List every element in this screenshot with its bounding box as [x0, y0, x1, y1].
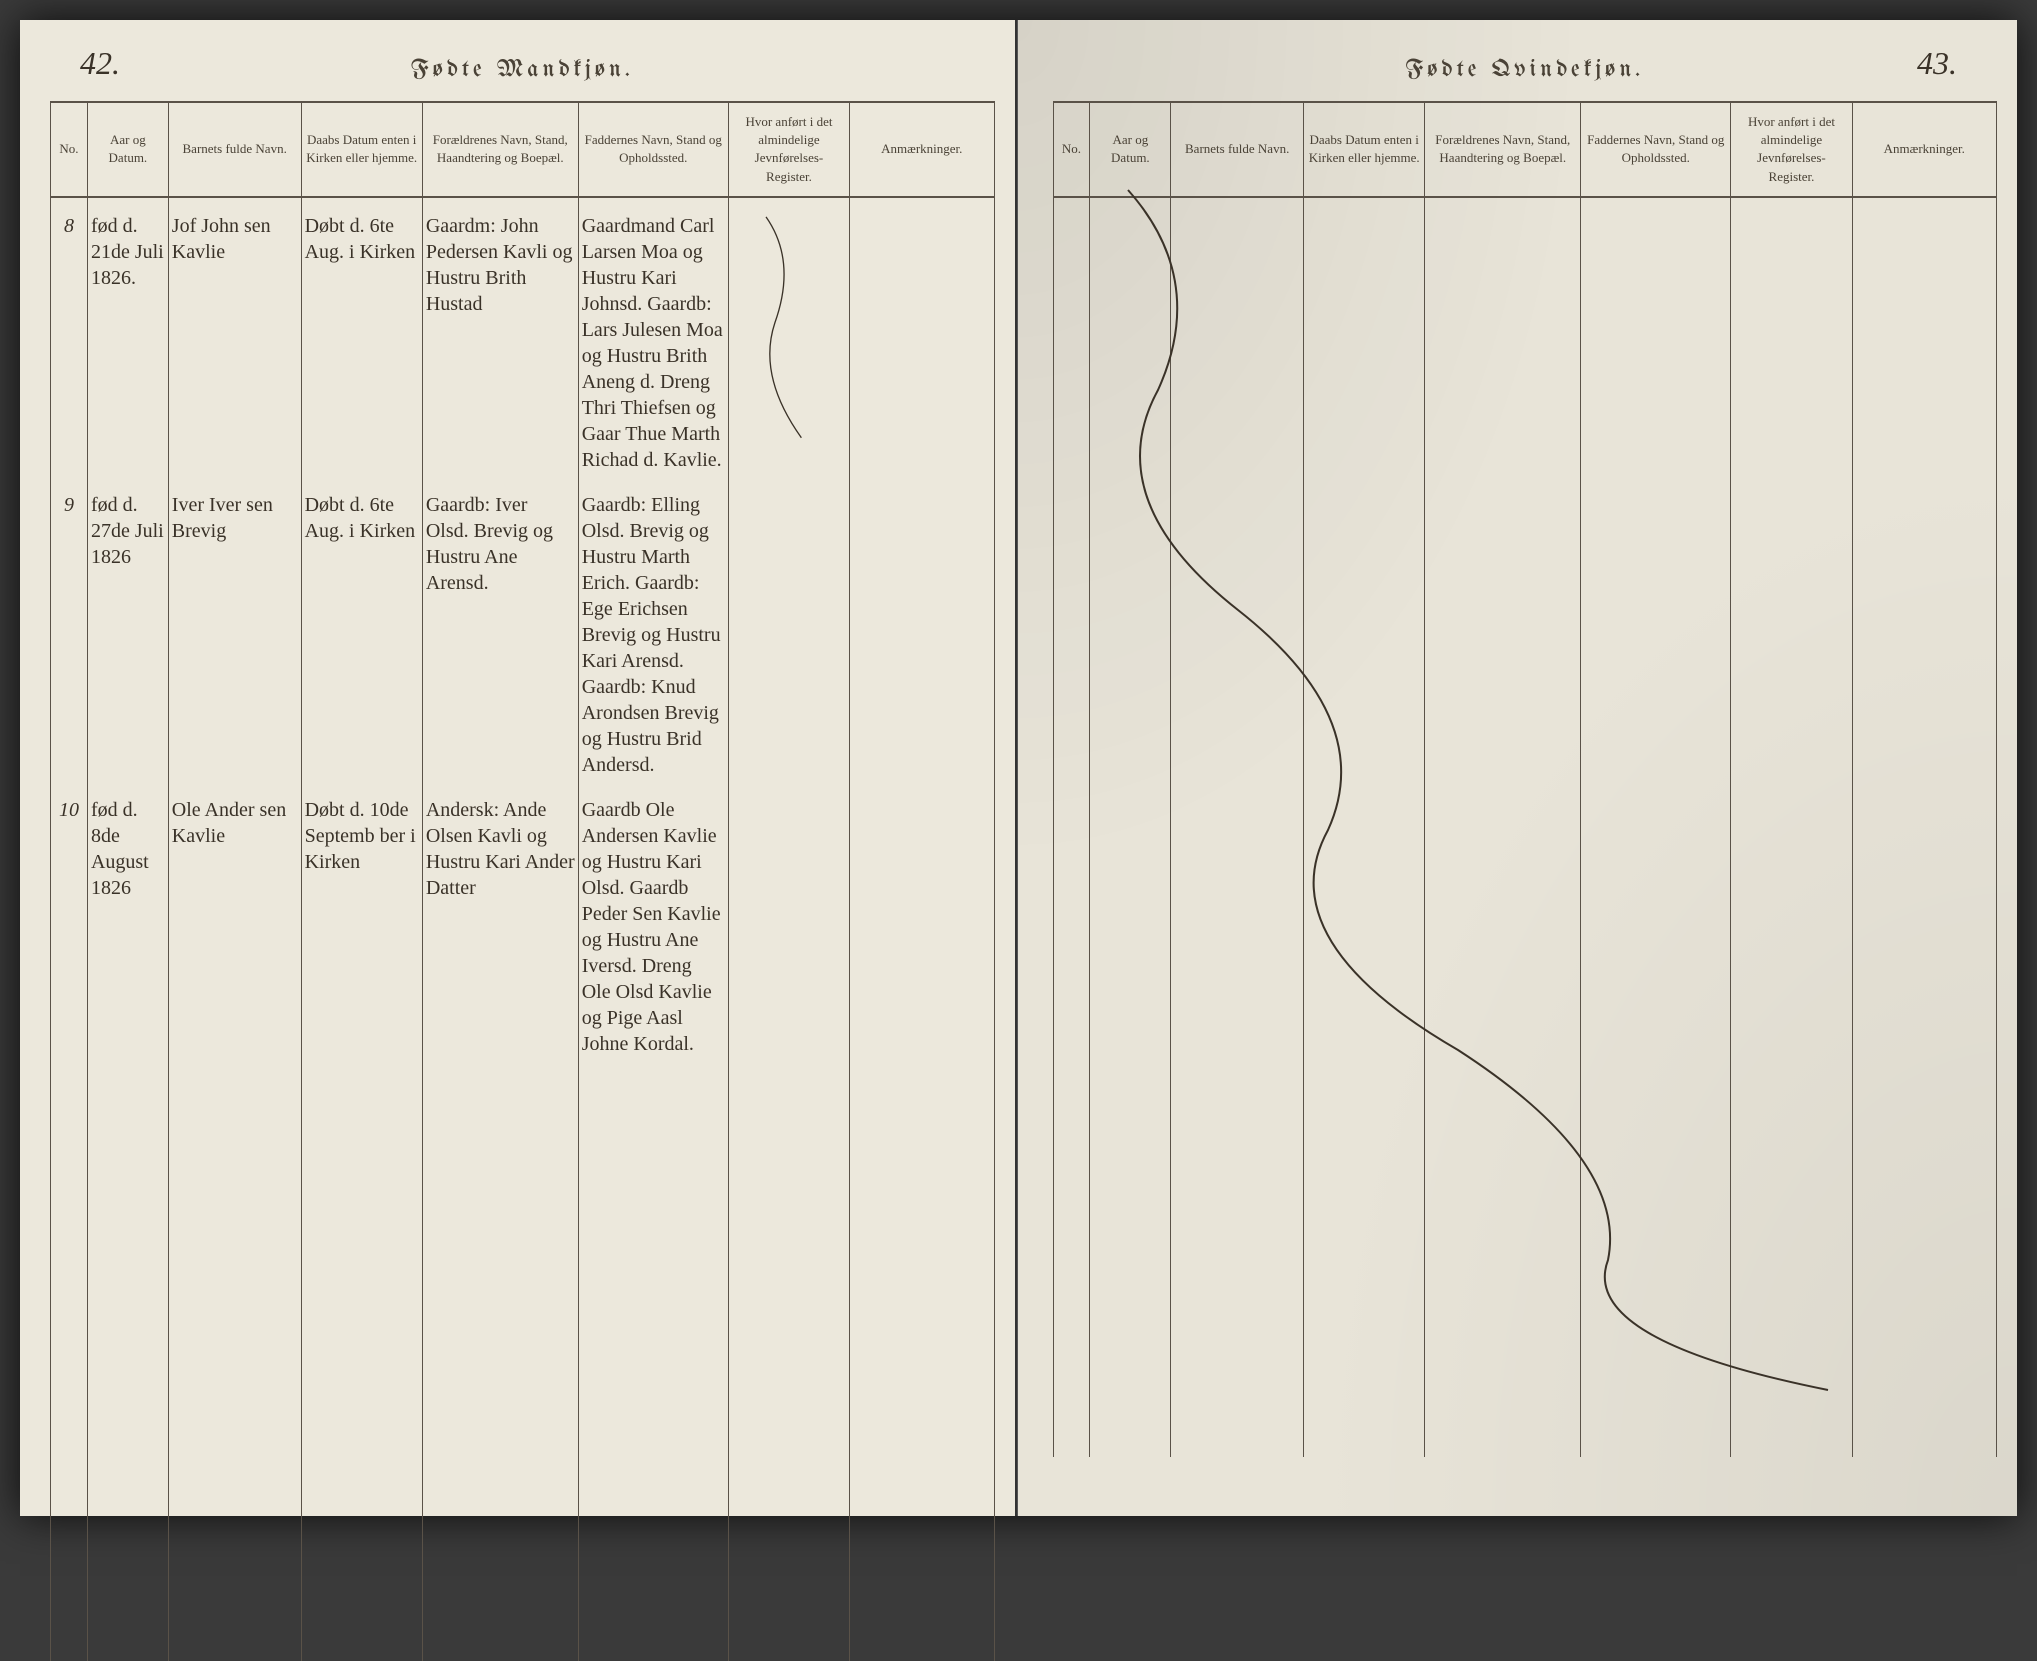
col-header-name: Barnets fulde Navn.: [168, 102, 301, 197]
squiggle-mark: [734, 208, 842, 473]
page-number-left: 42.: [80, 45, 120, 82]
right-page: 43. Fødte Qvindekjøn. No. Aar og Datum. …: [1017, 20, 2018, 1516]
cell-ref: [728, 477, 849, 782]
table-filler: [1053, 197, 1997, 1457]
col-header-no: No.: [1053, 102, 1090, 197]
book-spread: 42. Fødte Mandkjøn. No. Aar og Datum. Ba…: [20, 20, 2017, 1516]
cell-remarks: [850, 197, 994, 477]
col-header-ref: Hvor anført i det almindelige Jevnførels…: [728, 102, 849, 197]
cell-ref: [728, 197, 849, 477]
cell-name: Jof John sen Kavlie: [168, 197, 301, 477]
cell-date: fød d. 21de Juli 1826.: [87, 197, 168, 477]
col-header-baptism: Daabs Datum enten i Kirken eller hjemme.: [1304, 102, 1425, 197]
cell-no: 10: [51, 782, 88, 1061]
ledger-table-left: No. Aar og Datum. Barnets fulde Navn. Da…: [50, 101, 995, 1661]
cell-name: Ole Ander sen Kavlie: [168, 782, 301, 1061]
page-title-right: Fødte Qvindekjøn.: [1053, 58, 1998, 83]
cell-parents: Gaardm: John Pedersen Kavli og Hustru Br…: [422, 197, 578, 477]
table-row: 9 fød d. 27de Juli 1826 Iver Iver sen Br…: [51, 477, 995, 782]
table-row: 8 fød d. 21de Juli 1826. Jof John sen Ka…: [51, 197, 995, 477]
cell-parents: Andersk: Ande Olsen Kavli og Hustru Kari…: [422, 782, 578, 1061]
col-header-ref: Hvor anført i det almindelige Jevnførels…: [1731, 102, 1852, 197]
cell-baptism: Døbt d. 6te Aug. i Kirken: [301, 477, 422, 782]
col-header-sponsors: Faddernes Navn, Stand og Opholdssted.: [1581, 102, 1731, 197]
cell-sponsors: Gaardmand Carl Larsen Moa og Hustru Kari…: [578, 197, 728, 477]
col-header-remarks: Anmærkninger.: [850, 102, 994, 197]
left-page: 42. Fødte Mandkjøn. No. Aar og Datum. Ba…: [20, 20, 1017, 1516]
page-number-right: 43.: [1917, 45, 1957, 82]
page-title-left: Fødte Mandkjøn.: [50, 58, 995, 83]
col-header-baptism: Daabs Datum enten i Kirken eller hjemme.: [301, 102, 422, 197]
col-header-parents: Forældrenes Navn, Stand, Haandtering og …: [1425, 102, 1581, 197]
col-header-date: Aar og Datum.: [1090, 102, 1171, 197]
cell-ref: [728, 782, 849, 1061]
table-filler: [51, 1061, 995, 1661]
col-header-name: Barnets fulde Navn.: [1171, 102, 1304, 197]
cell-date: fød d. 8de August 1826: [87, 782, 168, 1061]
header-row: No. Aar og Datum. Barnets fulde Navn. Da…: [51, 102, 995, 197]
col-header-sponsors: Faddernes Navn, Stand og Opholdssted.: [578, 102, 728, 197]
cell-remarks: [850, 782, 994, 1061]
cell-sponsors: Gaardb: Elling Olsd. Brevig og Hustru Ma…: [578, 477, 728, 782]
cell-baptism: Døbt d. 6te Aug. i Kirken: [301, 197, 422, 477]
table-row: 10 fød d. 8de August 1826 Ole Ander sen …: [51, 782, 995, 1061]
cell-baptism: Døbt d. 10de Septemb ber i Kirken: [301, 782, 422, 1061]
col-header-date: Aar og Datum.: [87, 102, 168, 197]
cell-sponsors: Gaardb Ole Andersen Kavlie og Hustru Kar…: [578, 782, 728, 1061]
cell-date: fød d. 27de Juli 1826: [87, 477, 168, 782]
cell-name: Iver Iver sen Brevig: [168, 477, 301, 782]
cell-no: 8: [51, 197, 88, 477]
cell-remarks: [850, 477, 994, 782]
ledger-table-right: No. Aar og Datum. Barnets fulde Navn. Da…: [1053, 101, 1998, 1457]
col-header-no: No.: [51, 102, 88, 197]
cell-parents: Gaardb: Iver Olsd. Brevig og Hustru Ane …: [422, 477, 578, 782]
col-header-remarks: Anmærkninger.: [1852, 102, 1996, 197]
cell-no: 9: [51, 477, 88, 782]
header-row: No. Aar og Datum. Barnets fulde Navn. Da…: [1053, 102, 1997, 197]
col-header-parents: Forældrenes Navn, Stand, Haandtering og …: [422, 102, 578, 197]
